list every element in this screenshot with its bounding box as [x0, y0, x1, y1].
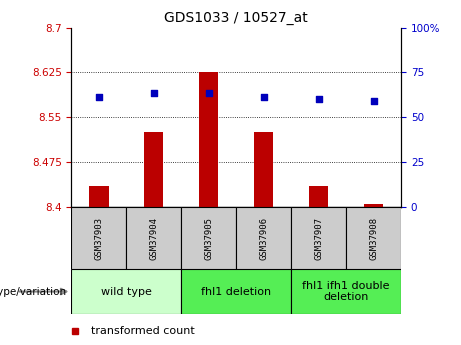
Bar [346, 207, 401, 269]
Bar [291, 269, 401, 314]
Bar [291, 207, 346, 269]
Bar [71, 207, 126, 269]
Text: GSM37908: GSM37908 [369, 217, 378, 259]
Text: wild type: wild type [101, 287, 152, 296]
Bar [309, 186, 328, 207]
Text: GSM37903: GSM37903 [95, 217, 103, 259]
Text: fhl1 ifh1 double
deletion: fhl1 ifh1 double deletion [302, 281, 390, 302]
Bar [89, 186, 108, 207]
Text: GSM37904: GSM37904 [149, 217, 159, 259]
Point [150, 91, 158, 96]
Point [315, 96, 322, 101]
Text: genotype/variation: genotype/variation [0, 287, 67, 296]
Bar [236, 207, 291, 269]
Point [260, 94, 267, 100]
Point [95, 94, 103, 100]
Bar [181, 269, 291, 314]
Point [205, 90, 213, 96]
Text: fhl1 deletion: fhl1 deletion [201, 287, 272, 296]
Bar [199, 72, 219, 207]
Text: GSM37905: GSM37905 [204, 217, 213, 259]
Bar [71, 269, 181, 314]
Bar [364, 204, 383, 207]
Bar [144, 132, 164, 207]
Text: GSM37907: GSM37907 [314, 217, 323, 259]
Bar [254, 132, 273, 207]
Text: transformed count: transformed count [91, 326, 195, 335]
Text: GSM37906: GSM37906 [259, 217, 268, 259]
Title: GDS1033 / 10527_at: GDS1033 / 10527_at [165, 11, 308, 25]
Bar [181, 207, 236, 269]
Point [370, 98, 377, 103]
Bar [126, 207, 181, 269]
